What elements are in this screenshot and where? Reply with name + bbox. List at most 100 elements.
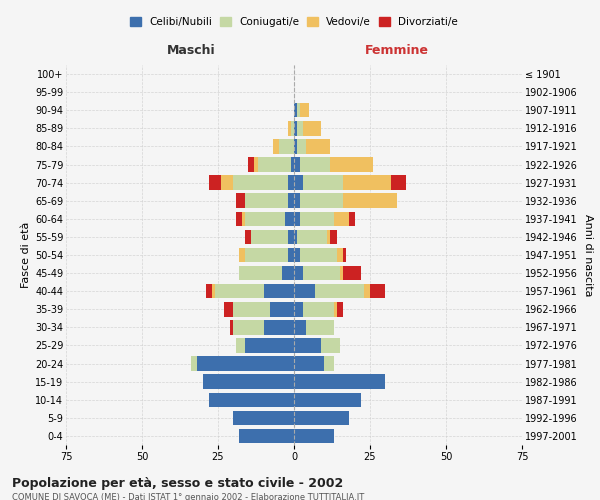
Bar xyxy=(325,356,334,371)
Bar xyxy=(236,194,245,208)
Bar xyxy=(294,212,300,226)
Bar xyxy=(349,212,355,226)
Bar xyxy=(245,194,288,208)
Bar xyxy=(291,121,294,136)
Bar xyxy=(294,284,315,298)
Bar xyxy=(233,302,269,316)
Bar xyxy=(294,320,306,334)
Bar xyxy=(306,139,331,154)
Bar xyxy=(248,158,254,172)
Bar xyxy=(224,302,233,316)
Bar xyxy=(291,158,294,172)
Bar xyxy=(273,139,279,154)
Bar xyxy=(300,103,309,118)
Bar xyxy=(300,194,343,208)
Bar xyxy=(294,428,334,443)
Bar xyxy=(331,158,373,172)
Bar xyxy=(209,176,221,190)
Text: Popolazione per età, sesso e stato civile - 2002: Popolazione per età, sesso e stato civil… xyxy=(12,478,343,490)
Bar xyxy=(303,176,343,190)
Legend: Celibi/Nubili, Coniugati/e, Vedovi/e, Divorziati/e: Celibi/Nubili, Coniugati/e, Vedovi/e, Di… xyxy=(130,17,458,27)
Bar xyxy=(282,266,294,280)
Bar xyxy=(239,248,245,262)
Bar xyxy=(236,338,245,352)
Bar xyxy=(322,338,340,352)
Bar xyxy=(245,212,285,226)
Bar xyxy=(221,176,233,190)
Bar xyxy=(197,356,294,371)
Bar xyxy=(233,320,263,334)
Bar xyxy=(370,284,385,298)
Bar xyxy=(203,374,294,389)
Bar xyxy=(294,176,303,190)
Bar xyxy=(334,302,337,316)
Bar xyxy=(294,103,297,118)
Bar xyxy=(294,121,297,136)
Bar xyxy=(245,230,251,244)
Bar xyxy=(294,266,303,280)
Bar xyxy=(297,121,303,136)
Bar xyxy=(343,176,391,190)
Bar xyxy=(297,103,300,118)
Bar xyxy=(391,176,406,190)
Bar xyxy=(230,320,233,334)
Bar xyxy=(212,284,215,298)
Bar xyxy=(294,392,361,407)
Bar xyxy=(300,248,337,262)
Bar xyxy=(300,212,334,226)
Text: Maschi: Maschi xyxy=(167,44,216,58)
Bar xyxy=(233,176,288,190)
Bar xyxy=(288,176,294,190)
Bar xyxy=(279,139,294,154)
Bar xyxy=(337,302,343,316)
Bar xyxy=(315,284,364,298)
Bar xyxy=(206,284,212,298)
Bar xyxy=(300,158,331,172)
Bar xyxy=(328,230,331,244)
Bar xyxy=(251,230,288,244)
Bar xyxy=(263,320,294,334)
Bar xyxy=(254,158,257,172)
Bar xyxy=(242,212,245,226)
Bar xyxy=(263,284,294,298)
Bar xyxy=(285,212,294,226)
Bar xyxy=(239,266,282,280)
Bar xyxy=(233,410,294,425)
Bar xyxy=(343,248,346,262)
Bar xyxy=(294,248,300,262)
Bar xyxy=(297,230,328,244)
Bar xyxy=(257,158,291,172)
Bar xyxy=(340,266,343,280)
Bar xyxy=(334,212,349,226)
Bar xyxy=(288,248,294,262)
Bar xyxy=(288,230,294,244)
Bar xyxy=(209,392,294,407)
Bar xyxy=(288,194,294,208)
Bar xyxy=(245,248,288,262)
Bar xyxy=(294,374,385,389)
Bar xyxy=(245,338,294,352)
Y-axis label: Anni di nascita: Anni di nascita xyxy=(583,214,593,296)
Bar xyxy=(306,320,334,334)
Bar xyxy=(343,194,397,208)
Bar xyxy=(215,284,263,298)
Bar xyxy=(331,230,337,244)
Bar xyxy=(294,158,300,172)
Bar xyxy=(239,428,294,443)
Bar xyxy=(236,212,242,226)
Bar xyxy=(343,266,361,280)
Bar xyxy=(294,194,300,208)
Bar xyxy=(337,248,343,262)
Bar xyxy=(303,302,334,316)
Y-axis label: Fasce di età: Fasce di età xyxy=(20,222,31,288)
Bar xyxy=(294,410,349,425)
Bar xyxy=(303,266,340,280)
Text: Femmine: Femmine xyxy=(365,44,428,58)
Bar xyxy=(364,284,370,298)
Bar xyxy=(303,121,322,136)
Bar xyxy=(294,230,297,244)
Bar xyxy=(269,302,294,316)
Text: COMUNE DI SAVOCA (ME) - Dati ISTAT 1° gennaio 2002 - Elaborazione TUTTITALIA.IT: COMUNE DI SAVOCA (ME) - Dati ISTAT 1° ge… xyxy=(12,492,364,500)
Bar xyxy=(294,356,325,371)
Bar xyxy=(297,139,306,154)
